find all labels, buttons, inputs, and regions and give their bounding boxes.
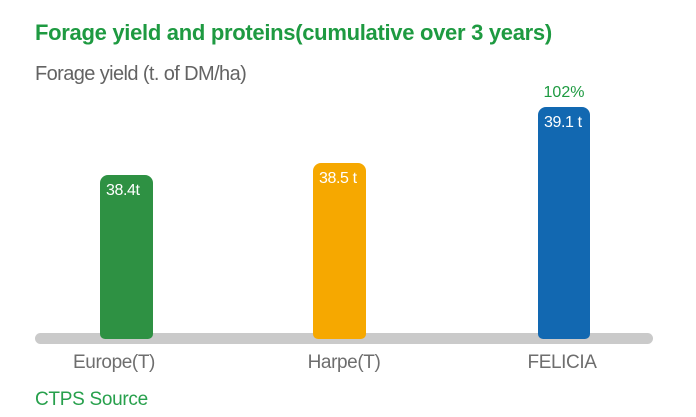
bar-value-label-harpe: 38.5 t [319,170,357,187]
x-tick-label-europe: Europe(T) [73,352,155,373]
bar-felicia: 39.1 t [538,107,590,339]
bar-harpe: 38.5 t [313,163,366,339]
chart-subtitle-y-axis-label: Forage yield (t. of DM/ha) [35,63,247,85]
percent-annotation-felicia: 102% [543,84,585,101]
x-tick-label-felicia: FELICIA [527,352,597,373]
source-note: CTPS Source [35,389,148,410]
bar-value-label-felicia: 39.1 t [544,114,582,131]
bar-europe: 38.4t [100,175,153,339]
x-tick-label-harpe: Harpe(T) [307,352,381,373]
chart-title: Forage yield and proteins(cumulative ove… [35,20,552,45]
bar-value-label-europe: 38.4t [106,182,140,199]
